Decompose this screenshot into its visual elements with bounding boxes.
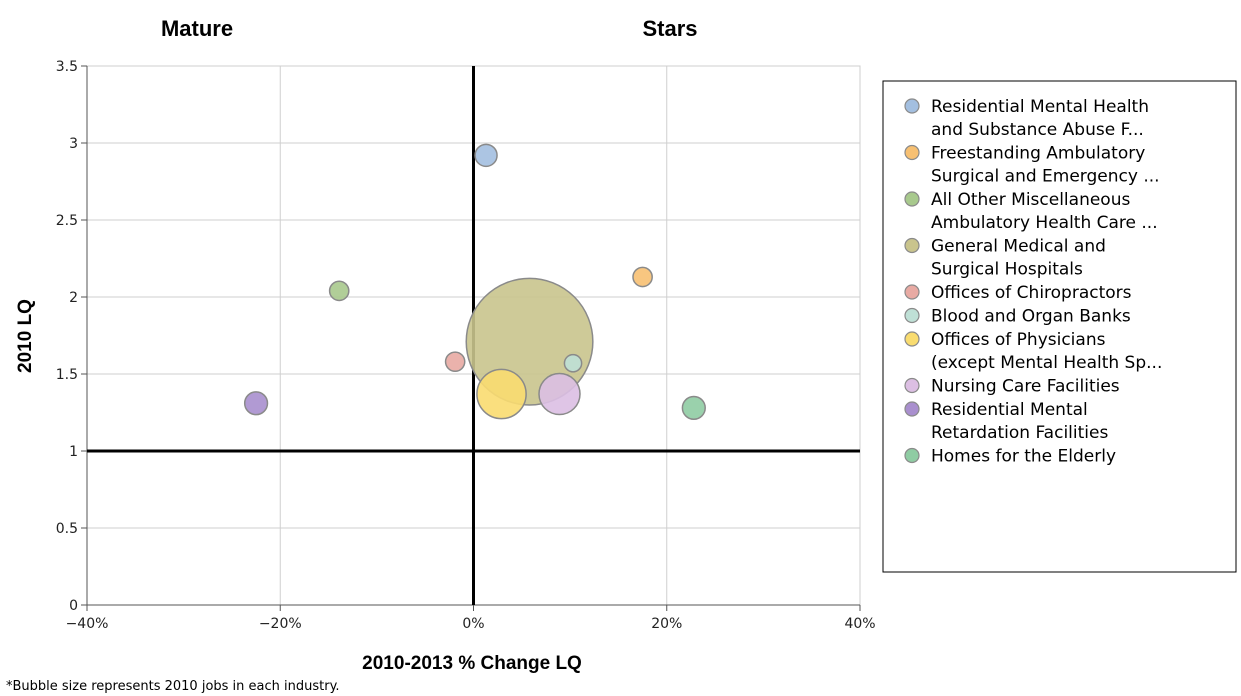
y-tick-label: 2 [69,290,78,306]
bubble [632,266,653,288]
legend: Residential Mental Health and Substance A… [882,80,1237,573]
legend-label: and Substance Abuse F... [931,120,1144,140]
legend-swatch [904,377,920,394]
legend-label: Ambulatory Health Care ... [931,213,1158,233]
bubble [474,143,498,168]
legend-label: All Other Miscellaneous [931,190,1130,210]
bubble [563,353,583,373]
legend-label: (except Mental Health Sp... [931,353,1162,373]
quadrant-label-mature: Mature [161,16,233,41]
bubble [681,395,706,421]
bubble [328,280,350,302]
x-tick-label: 20% [651,616,682,632]
legend-label: Residential Mental [931,400,1088,420]
bubbles [243,143,706,421]
y-tick-label: 1.5 [56,367,78,383]
y-tick-label: 0.5 [56,521,78,537]
bubble [444,351,466,373]
tick-labels: 0 0.5 1 1.5 2 2.5 3 3.5 −40% −20% 0% 20% 40% [56,59,876,632]
bubble [243,391,269,416]
legend-swatch [904,98,920,114]
x-axis-label: 2010-2013 % Change LQ [362,653,582,674]
legend-label: Offices of Chiropractors [931,283,1132,303]
legend-swatch [904,447,920,464]
x-tick-label: 40% [844,616,875,632]
legend-label: Surgical and Emergency ... [931,167,1160,187]
y-tick-label: 2.5 [56,213,78,229]
legend-label: Surgical Hospitals [931,260,1083,280]
legend-label: Homes for the Elderly [931,447,1116,467]
legend-swatch [904,331,920,347]
legend-label: Nursing Care Facilities [931,377,1120,397]
legend-label: General Medical and [931,237,1106,257]
legend-swatch [904,144,920,161]
legend-label: Residential Mental Health [931,97,1149,117]
bubble [476,368,527,420]
legend-box [882,80,1237,573]
legend-label: Freestanding Ambulatory [931,144,1145,164]
legend-label: Blood and Organ Banks [931,307,1131,327]
legend-swatch [904,401,920,417]
legend-swatch [904,237,920,254]
legend-label: Offices of Physicians [931,330,1106,350]
y-tick-label: 3.5 [56,59,78,75]
footnote: *Bubble size represents 2010 jobs in eac… [6,679,340,694]
legend-swatch [904,284,920,300]
y-axis-label: 2010 LQ [15,299,36,373]
x-tick-label: −20% [259,616,302,632]
x-tick-label: −40% [66,616,109,632]
bubble [538,372,581,416]
legend-label: Retardation Facilities [931,423,1108,443]
x-tick-label: 0% [462,616,484,632]
quadrant-label-stars: Stars [642,16,697,41]
legend-swatch [904,191,920,207]
legend-swatch [904,307,920,324]
y-tick-label: 0 [69,598,78,614]
y-tick-label: 3 [69,136,78,152]
y-tick-label: 1 [69,444,78,460]
